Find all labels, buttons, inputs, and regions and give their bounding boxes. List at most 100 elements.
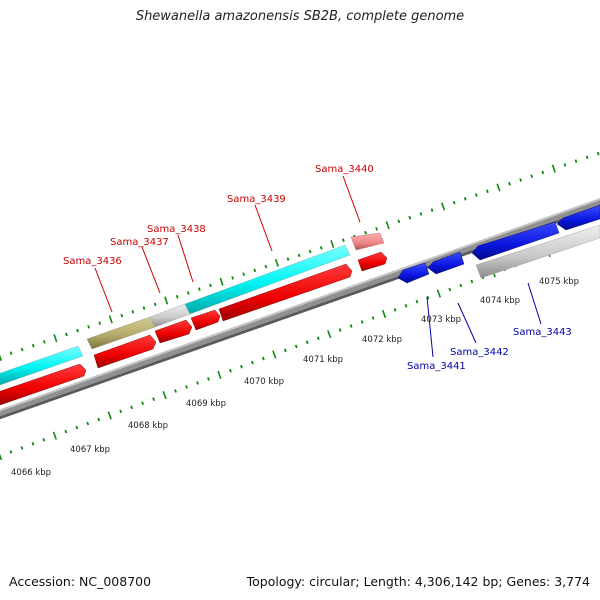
inner-tick-mark	[426, 295, 430, 300]
cds-forward	[93, 334, 157, 369]
outer-tick-mark	[551, 164, 556, 173]
outer-tick-mark	[209, 283, 212, 288]
outer-tick-mark	[142, 306, 146, 310]
inner-tick-mark	[207, 377, 210, 381]
features-forward-outer	[0, 232, 385, 386]
outer-tick-mark	[42, 340, 46, 344]
inner-tick-mark	[119, 409, 123, 414]
outer-scale-ticks	[0, 151, 600, 362]
outer-tick-mark	[20, 347, 24, 352]
outer-tick-mark	[219, 277, 224, 286]
gene-label-sama-3439[interactable]: Sama_3439	[227, 194, 286, 205]
outer-tick-mark	[264, 264, 268, 269]
outer-tick-mark	[574, 159, 578, 163]
inner-tick-mark	[86, 421, 90, 426]
inner-tick-mark	[240, 364, 243, 369]
inner-tick-mark	[327, 330, 332, 339]
inner-tick-mark	[283, 348, 287, 353]
outer-tick-mark	[308, 249, 312, 254]
features-reverse	[397, 204, 600, 284]
scale-label-4070: 4070 kbp	[244, 377, 284, 387]
cds-reverse	[397, 262, 430, 284]
outer-tick-mark	[463, 196, 467, 201]
inner-tick-mark	[185, 385, 188, 389]
gray-feature-reverse	[475, 224, 600, 279]
scale-labels: 4066 kbp 4067 kbp 4068 kbp 4069 kbp 4070…	[11, 277, 579, 478]
outer-tick-mark	[486, 189, 489, 194]
gene-label-sama-3443[interactable]: Sama_3443	[513, 327, 572, 338]
inner-tick-mark	[404, 303, 408, 308]
scale-label-4068: 4068 kbp	[128, 421, 168, 431]
inner-tick-mark	[415, 299, 419, 304]
outer-tick-mark	[385, 221, 390, 230]
gene-label-sama-3438[interactable]: Sama_3438	[147, 224, 206, 235]
outer-tick-mark	[496, 183, 501, 192]
inner-tick-mark	[31, 441, 35, 446]
gene-label-sama-3437[interactable]: Sama_3437	[110, 237, 169, 248]
inner-tick-mark	[152, 397, 156, 402]
scale-label-4066: 4066 kbp	[11, 468, 51, 478]
outer-tick-mark	[153, 302, 157, 307]
outer-tick-mark	[242, 272, 246, 276]
outer-tick-mark	[330, 239, 335, 249]
cds-reverse	[427, 251, 465, 275]
outer-tick-mark	[76, 328, 79, 333]
cds-forward	[357, 251, 388, 272]
outer-tick-mark	[375, 227, 378, 231]
scale-label-4067: 4067 kbp	[70, 445, 110, 455]
cyan-rna-feature	[0, 345, 84, 386]
outer-tick-mark	[164, 296, 169, 305]
scale-label-4069: 4069 kbp	[186, 399, 226, 409]
accession-text: Accession: NC_008700	[9, 574, 152, 589]
inner-tick-mark	[250, 360, 254, 365]
outer-tick-mark	[441, 202, 446, 211]
genome-summary-text: Topology: circular; Length: 4,306,142 bp…	[246, 574, 590, 589]
outer-tick-mark	[596, 151, 600, 156]
cds-forward	[190, 309, 221, 331]
outer-tick-mark	[364, 230, 367, 235]
outer-tick-mark	[31, 343, 35, 348]
outer-tick-mark	[408, 215, 412, 220]
outer-tick-mark	[231, 276, 234, 280]
inner-tick-mark	[436, 289, 442, 298]
outer-tick-mark	[186, 291, 190, 295]
gene-label-sama-3436[interactable]: Sama_3436	[63, 256, 122, 267]
outer-tick-mark	[541, 170, 545, 175]
outer-tick-mark	[297, 253, 301, 258]
inner-tick-mark	[305, 340, 309, 345]
gene-leader-lines	[94, 175, 542, 358]
outer-tick-mark	[131, 310, 135, 314]
gene-label-sama-3441[interactable]: Sama_3441	[407, 361, 466, 372]
inner-tick-mark	[174, 389, 177, 393]
scale-label-4071: 4071 kbp	[303, 355, 343, 365]
gene-label-sama-3442[interactable]: Sama_3442	[450, 347, 509, 358]
inner-tick-mark	[217, 370, 222, 379]
inner-tick-mark	[360, 320, 364, 324]
inner-tick-mark	[141, 401, 145, 406]
map-title: Shewanella amazonensis SB2B, complete ge…	[135, 9, 465, 24]
inner-tick-mark	[107, 411, 112, 420]
outer-tick-mark	[530, 174, 534, 178]
outer-tick-mark	[397, 219, 401, 224]
features-forward-inner	[0, 251, 388, 406]
inner-tick-mark	[338, 328, 342, 332]
outer-tick-mark	[563, 163, 567, 167]
outer-tick-mark	[87, 325, 90, 329]
outer-tick-mark	[286, 257, 290, 261]
genome-backbone	[0, 198, 600, 420]
outer-tick-mark	[0, 354, 3, 362]
inner-tick-mark	[316, 336, 320, 341]
outer-tick-mark	[430, 208, 434, 212]
inner-tick-mark	[20, 446, 24, 450]
scale-label-4073: 4073 kbp	[421, 315, 461, 325]
outer-tick-mark	[108, 315, 113, 324]
gene-label-sama-3440[interactable]: Sama_3440	[315, 164, 374, 175]
inner-tick-mark	[52, 431, 58, 440]
inner-tick-mark	[448, 287, 452, 292]
cds-reverse	[556, 204, 600, 231]
inner-tick-mark	[393, 307, 397, 312]
inner-tick-mark	[229, 368, 232, 373]
outer-tick-mark	[98, 321, 102, 325]
outer-tick-mark	[342, 238, 345, 243]
